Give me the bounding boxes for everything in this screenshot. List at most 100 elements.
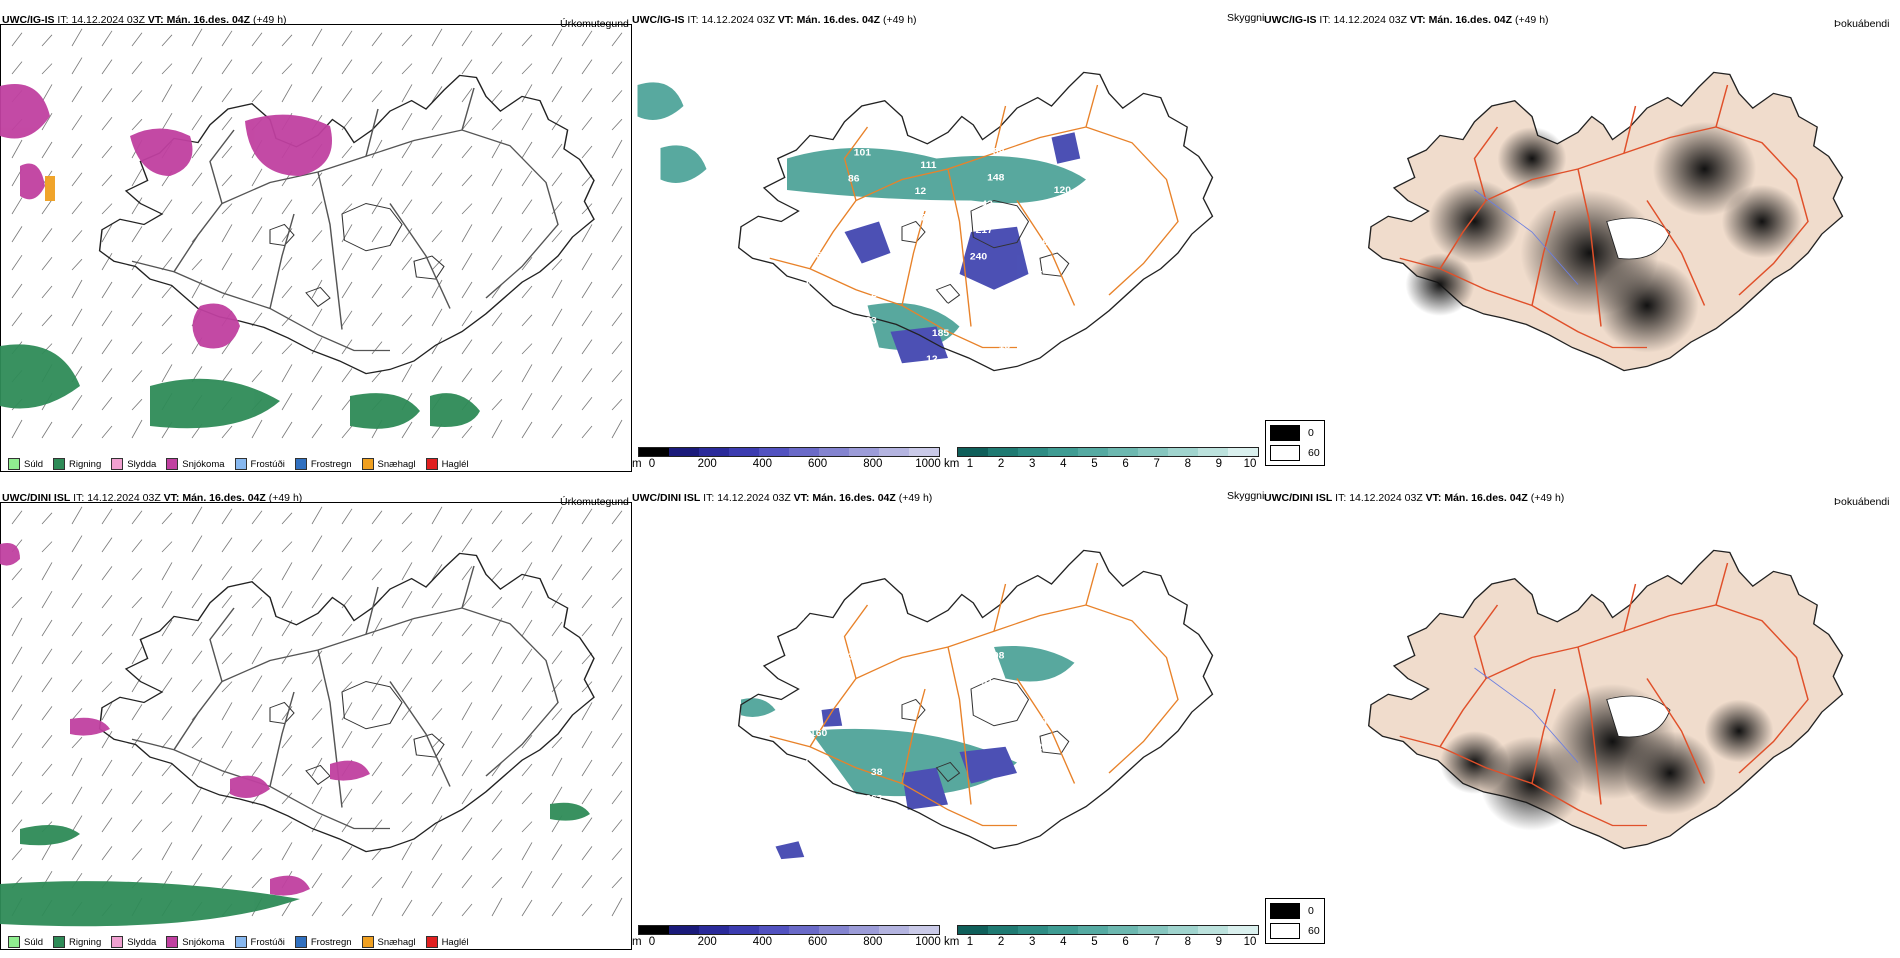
legend-swatch	[294, 458, 307, 470]
precip-legend: Súld Rigning Slydda Snjókoma Frostúði Frostre…	[8, 936, 469, 948]
panel-frame	[0, 24, 632, 472]
glacier-outline	[970, 199, 1030, 249]
valid-time: Mán. 16.des. 04Z	[1428, 14, 1513, 26]
low-visibility-area	[787, 148, 1086, 204]
ceiling-label: 11	[793, 807, 804, 817]
colorbar-segment	[729, 448, 759, 456]
ceiling-tick: 200	[697, 458, 717, 470]
road-line	[843, 126, 869, 201]
valid-time: Mán. 16.des. 04Z	[182, 492, 266, 504]
road-line	[317, 171, 343, 330]
glacier-outline	[1039, 252, 1070, 277]
ceiling-label: 142	[976, 703, 994, 713]
ceiling-label: 89	[993, 147, 1005, 157]
visibility-tick: 6	[1122, 936, 1129, 948]
legend-label: Rigning	[69, 936, 102, 948]
visibility-tick: 10	[1243, 936, 1257, 948]
fog-index-title: Þokuábendi	[1834, 496, 1890, 508]
ceiling-label: 185	[932, 328, 950, 338]
fog-index-panel: UWC/DINI ISL IT: 14.12.2024 03Z VT: Mán.…	[1262, 488, 1900, 958]
river-line	[1474, 189, 1579, 285]
ceiling-tick: 0	[648, 458, 656, 470]
ceiling-labels: 625 34 27 245 64 11 269 501 142 21 158 141 180 91 16 74…	[787, 613, 1065, 843]
ceiling-label: 21	[1037, 742, 1049, 752]
ceiling-label: 12	[915, 187, 927, 197]
ceiling-label: 197	[1037, 264, 1055, 274]
ceiling-label: 13	[938, 302, 950, 312]
colorbar-segment	[988, 926, 1018, 934]
glacier-outline	[341, 680, 403, 730]
precip-area	[550, 802, 590, 821]
legend-label: Snjókoma	[182, 458, 225, 470]
ceiling-label: 86	[848, 174, 860, 184]
ceiling-label: 12	[926, 355, 938, 365]
ceiling-label: 217	[976, 225, 994, 235]
panel-header: UWC/DINI ISL IT: 14.12.2024 03Z VT: Mán.…	[1264, 492, 1564, 504]
colorbar-segment	[699, 926, 729, 934]
ceiling-labels: 730 86 237 240 121 28 101 12 217 197 13 6 111 43 60 106…	[787, 135, 1072, 365]
road-line	[1085, 562, 1099, 606]
ceiling-label: 152	[1048, 212, 1066, 222]
glacier-outline	[305, 286, 331, 308]
panel-header: UWC/IG-IS IT: 14.12.2024 03Z VT: Mán. 16…	[1264, 14, 1549, 26]
ceiling-label: 269	[854, 626, 872, 636]
legend-swatch	[8, 458, 20, 470]
visibility-unit: km	[944, 458, 960, 470]
glacier-outline	[935, 761, 961, 783]
precip-area	[130, 128, 193, 176]
road-line	[1399, 257, 1647, 349]
colorbar-segment	[639, 926, 669, 934]
legend-swatch	[425, 936, 438, 948]
visibility-panel: UWC/IG-IS IT: 14.12.2024 03Z VT: Mán. 16…	[632, 10, 1262, 480]
road-line	[769, 735, 1017, 827]
glacier-outline	[413, 255, 445, 280]
precip-area	[45, 176, 55, 201]
fog-legend-swatch	[1270, 445, 1300, 461]
lead-time: (+49 h)	[882, 14, 917, 26]
glacier-outline	[341, 202, 403, 252]
glacier-outline	[305, 764, 331, 786]
glacier-outline	[970, 677, 1030, 727]
glacier-outline	[269, 223, 295, 247]
fog-index-map	[1367, 549, 1844, 850]
ceiling-tick: 600	[808, 458, 828, 470]
fog-legend-label: 0	[1308, 427, 1314, 439]
lead-time: (+49 h)	[1530, 492, 1565, 504]
ceiling-tick: 800	[863, 458, 883, 470]
colorbar-segment	[1078, 448, 1108, 456]
precip-area	[0, 84, 50, 139]
visibility-tick: 2	[997, 936, 1005, 948]
fog-area	[1497, 127, 1567, 190]
legend-swatch	[361, 936, 374, 948]
fog-legend-swatch	[1270, 425, 1300, 441]
precip-area	[245, 114, 332, 176]
legend-item: Snæhagl	[361, 458, 416, 470]
ceiling-label: 16	[1042, 716, 1054, 726]
colorbar-segment	[909, 448, 939, 456]
iceland-coastline	[737, 71, 1214, 372]
road-line	[209, 607, 235, 682]
ceiling-label: 6	[859, 342, 865, 352]
init-label: IT:	[703, 492, 715, 504]
legend-swatch	[361, 458, 374, 470]
legend-item: Frostúði	[234, 936, 285, 948]
legend-item: Súld	[8, 936, 43, 948]
init-time: 14.12.2024 03Z	[1349, 492, 1423, 504]
colorbar-segment	[1228, 448, 1258, 456]
precip-type-title: Úrkomutegund	[560, 496, 629, 508]
colorbar-segment	[1078, 926, 1108, 934]
colorbar-segment	[759, 926, 789, 934]
lead-time: (+49 h)	[898, 492, 933, 504]
valid-label: VT:	[777, 14, 794, 26]
road-line	[1016, 200, 1076, 306]
glacier-outline	[901, 220, 926, 244]
valid-label: VT:	[163, 492, 180, 504]
legend-label: Súld	[24, 936, 44, 948]
low-visibility-area	[637, 82, 684, 120]
ceiling-label: 112	[1048, 690, 1065, 700]
road-line	[365, 586, 379, 635]
model-name: UWC/DINI ISL	[2, 492, 71, 504]
colorbar-segment	[669, 448, 699, 456]
init-time: 14.12.2024 03Z	[1333, 14, 1407, 26]
ceiling-label: 245	[970, 730, 988, 740]
